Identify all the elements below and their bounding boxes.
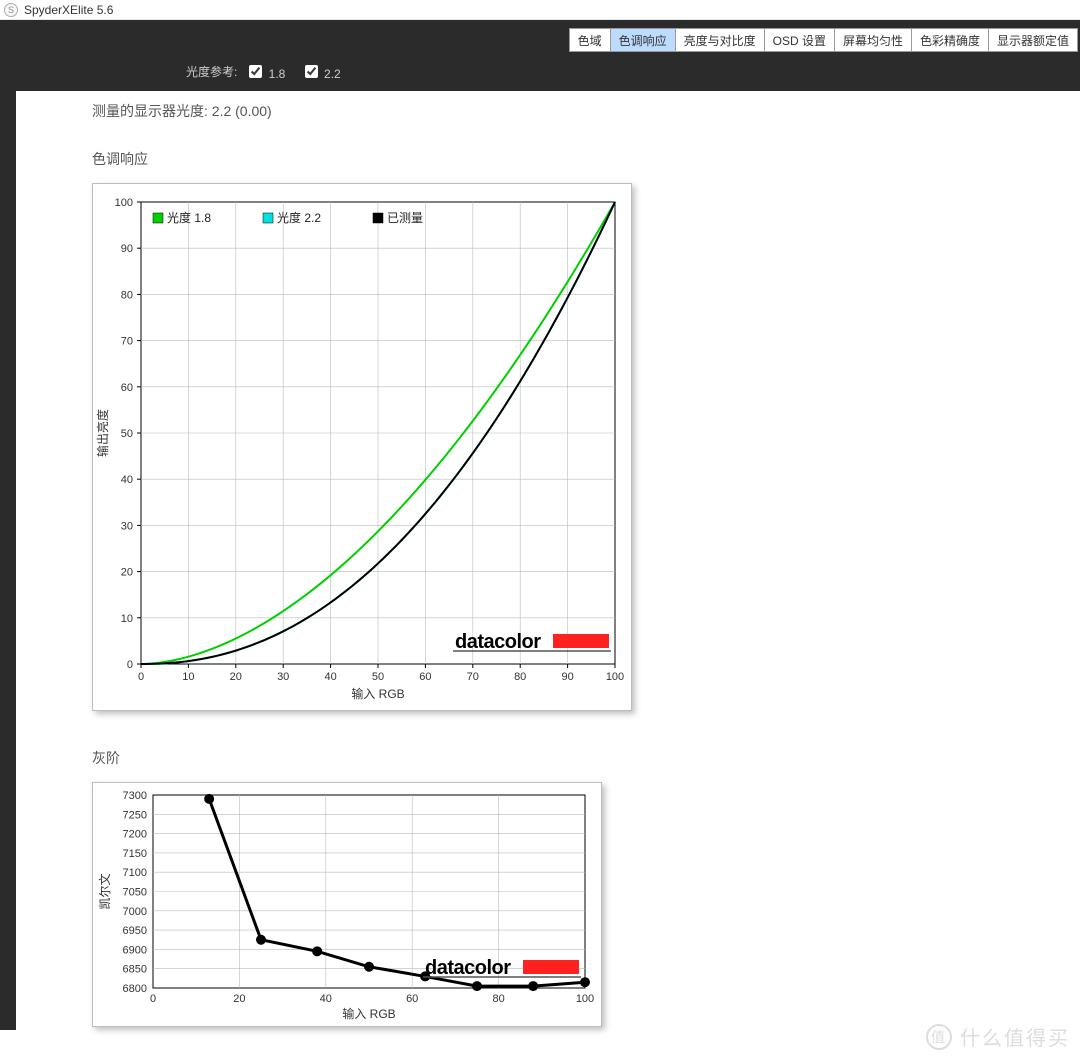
gamma-ref-checkbox-2.2[interactable] <box>305 65 318 78</box>
svg-text:20: 20 <box>230 671 242 683</box>
svg-text:20: 20 <box>121 567 133 579</box>
tab-2[interactable]: 亮度与对比度 <box>675 28 765 52</box>
tab-3[interactable]: OSD 设置 <box>764 28 835 52</box>
svg-text:40: 40 <box>121 474 133 486</box>
tabbar: 色域色调响应亮度与对比度OSD 设置屏幕均匀性色彩精确度显示器额定值 <box>570 28 1078 52</box>
svg-text:光度 1.8: 光度 1.8 <box>167 210 211 225</box>
svg-text:40: 40 <box>320 993 332 1005</box>
svg-text:20: 20 <box>233 993 245 1005</box>
svg-text:输入 RGB: 输入 RGB <box>351 686 404 701</box>
app-icon: S <box>4 3 18 17</box>
svg-text:80: 80 <box>492 993 504 1005</box>
window-titlebar: S SpyderXElite 5.6 <box>0 0 1080 20</box>
gamma-reference-row: 光度参考: 1.8 2.2 <box>16 56 1080 91</box>
gamma-ref-label-2.2: 2.2 <box>321 67 341 81</box>
svg-text:7050: 7050 <box>123 887 147 899</box>
toolbar: 色域色调响应亮度与对比度OSD 设置屏幕均匀性色彩精确度显示器额定值 <box>0 20 1080 56</box>
svg-text:7250: 7250 <box>123 809 147 821</box>
svg-text:输出亮度: 输出亮度 <box>95 409 110 457</box>
measured-gamma-text: 测量的显示器光度: 2.2 (0.00) <box>92 101 1080 121</box>
section-title-grayscale: 灰阶 <box>92 748 1080 768</box>
svg-text:100: 100 <box>606 671 624 683</box>
gamma-reference-label: 光度参考: <box>186 63 237 80</box>
svg-text:60: 60 <box>406 993 418 1005</box>
svg-text:6850: 6850 <box>123 964 147 976</box>
svg-text:60: 60 <box>419 671 431 683</box>
svg-text:90: 90 <box>121 243 133 255</box>
svg-text:7300: 7300 <box>123 790 147 802</box>
gamma-ref-checkbox-1.8[interactable] <box>249 65 262 78</box>
svg-text:30: 30 <box>277 671 289 683</box>
svg-text:已测量: 已测量 <box>387 211 423 225</box>
svg-text:datacolor: datacolor <box>455 631 541 653</box>
svg-text:100: 100 <box>115 197 133 209</box>
svg-text:40: 40 <box>324 671 336 683</box>
svg-text:70: 70 <box>121 336 133 348</box>
svg-text:50: 50 <box>372 671 384 683</box>
section-title-tone-response: 色调响应 <box>92 149 1080 169</box>
svg-text:100: 100 <box>576 993 594 1005</box>
tab-6[interactable]: 显示器额定值 <box>988 28 1078 52</box>
svg-text:70: 70 <box>467 671 479 683</box>
tab-1[interactable]: 色调响应 <box>610 28 676 52</box>
svg-text:6800: 6800 <box>123 983 147 995</box>
svg-text:60: 60 <box>121 382 133 394</box>
svg-text:90: 90 <box>561 671 573 683</box>
svg-text:0: 0 <box>127 659 133 671</box>
svg-text:50: 50 <box>121 428 133 440</box>
svg-text:80: 80 <box>121 289 133 301</box>
svg-text:6900: 6900 <box>123 944 147 956</box>
svg-text:datacolor: datacolor <box>425 957 511 979</box>
app-title: SpyderXElite 5.6 <box>24 3 113 17</box>
svg-text:7100: 7100 <box>123 867 147 879</box>
svg-text:0: 0 <box>138 671 144 683</box>
svg-text:输入 RGB: 输入 RGB <box>342 1006 395 1021</box>
svg-text:0: 0 <box>150 993 156 1005</box>
svg-text:10: 10 <box>121 613 133 625</box>
tab-4[interactable]: 屏幕均匀性 <box>834 28 912 52</box>
svg-text:30: 30 <box>121 520 133 532</box>
svg-text:6950: 6950 <box>123 925 147 937</box>
tab-5[interactable]: 色彩精确度 <box>911 28 989 52</box>
grayscale-chart: 0 20 40 60 80 100 6800 6850 6900 6950 7000 7050 7100… <box>92 782 602 1027</box>
svg-text:7200: 7200 <box>123 829 147 841</box>
svg-text:7000: 7000 <box>123 906 147 918</box>
svg-text:凯尔文: 凯尔文 <box>97 873 112 909</box>
tab-0[interactable]: 色域 <box>569 28 611 52</box>
svg-text:7150: 7150 <box>123 848 147 860</box>
tone-response-chart: 0 10 20 30 40 50 60 70 80 90 100 0 10 20 30 40 50 60 70 80 9… <box>92 183 632 711</box>
svg-text:80: 80 <box>514 671 526 683</box>
svg-text:10: 10 <box>182 671 194 683</box>
svg-text:光度 2.2: 光度 2.2 <box>277 210 321 225</box>
left-frame-strip <box>0 56 16 1030</box>
gamma-ref-label-1.8: 1.8 <box>265 67 288 81</box>
